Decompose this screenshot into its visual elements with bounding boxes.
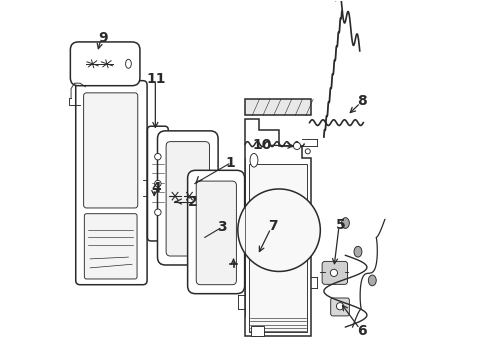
Text: 10: 10	[252, 138, 272, 152]
Circle shape	[330, 269, 338, 276]
Circle shape	[155, 209, 161, 216]
Text: 2: 2	[188, 194, 198, 208]
Text: 11: 11	[147, 72, 166, 86]
FancyBboxPatch shape	[157, 131, 218, 265]
FancyBboxPatch shape	[166, 141, 210, 256]
Circle shape	[337, 303, 343, 310]
FancyBboxPatch shape	[76, 81, 147, 285]
Circle shape	[155, 180, 161, 187]
FancyBboxPatch shape	[196, 181, 236, 285]
Text: 3: 3	[217, 220, 226, 234]
FancyBboxPatch shape	[188, 170, 245, 294]
Ellipse shape	[368, 275, 376, 286]
Ellipse shape	[250, 153, 258, 167]
Ellipse shape	[342, 218, 349, 228]
Text: 9: 9	[98, 31, 107, 45]
FancyBboxPatch shape	[322, 261, 347, 284]
Text: 7: 7	[268, 219, 278, 233]
FancyBboxPatch shape	[84, 93, 138, 208]
Ellipse shape	[125, 59, 131, 68]
FancyBboxPatch shape	[71, 42, 140, 86]
Circle shape	[294, 142, 300, 149]
FancyBboxPatch shape	[84, 214, 137, 279]
Circle shape	[238, 189, 320, 271]
Text: 8: 8	[357, 94, 367, 108]
Text: 4: 4	[151, 181, 161, 195]
Ellipse shape	[354, 246, 362, 257]
Bar	[249, 164, 307, 332]
Circle shape	[305, 149, 310, 154]
Text: 5: 5	[336, 218, 345, 232]
Bar	[251, 326, 264, 336]
Text: 1: 1	[225, 156, 235, 170]
FancyBboxPatch shape	[147, 126, 168, 241]
Bar	[245, 99, 311, 116]
Circle shape	[155, 153, 161, 160]
FancyBboxPatch shape	[331, 298, 349, 316]
Text: 6: 6	[357, 324, 367, 338]
